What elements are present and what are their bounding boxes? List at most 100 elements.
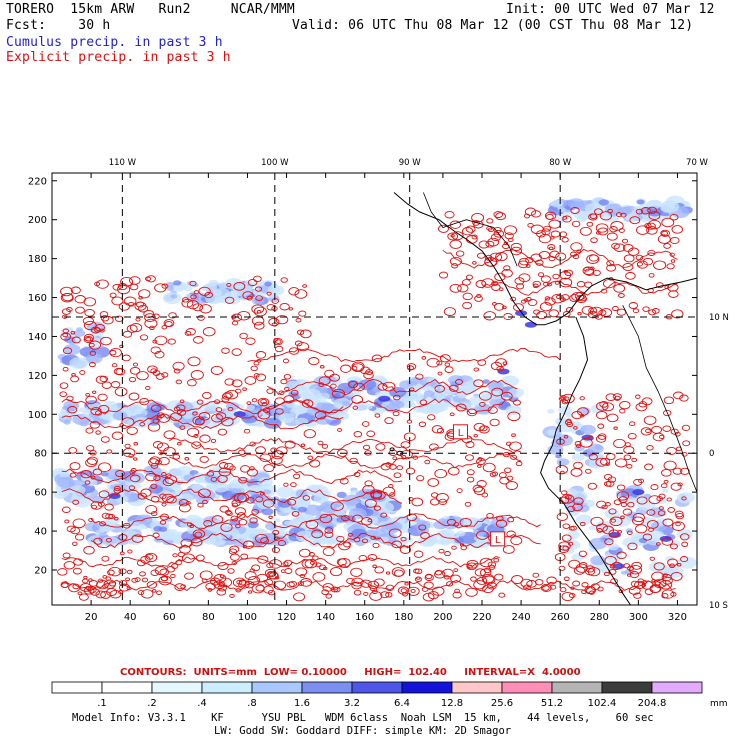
precip-cell (70, 493, 88, 505)
header-init-time: Init: 00 UTC Wed 07 Mar 12 (506, 2, 715, 17)
contour-ring (198, 286, 211, 296)
precip-cell (546, 429, 558, 436)
precip-cell (261, 507, 274, 516)
contour-ring (217, 428, 228, 436)
contour-ring (95, 430, 101, 435)
contour-ring (137, 492, 147, 500)
precip-cell (621, 496, 638, 507)
contour-ring (662, 518, 674, 527)
contour-ring (548, 309, 560, 318)
contour-ring (98, 404, 110, 414)
contour-ring (523, 213, 531, 219)
explicit-precip-contours (57, 206, 691, 602)
precip-cell (168, 468, 186, 480)
precip-cell (352, 403, 365, 412)
contour-ring (64, 519, 70, 524)
contour-ring (449, 412, 455, 417)
contour-ring (549, 250, 560, 259)
contour-ring (358, 554, 368, 562)
contour-ring (597, 423, 605, 429)
contour-ring (471, 212, 485, 223)
precip-cell (295, 489, 308, 498)
contour-ring (498, 592, 506, 598)
contour-ring (676, 563, 682, 567)
contour-ring (272, 529, 280, 536)
contour-ring (324, 527, 334, 534)
contour-ring (651, 571, 665, 582)
contour-ring (197, 488, 211, 498)
contour-ring (249, 517, 258, 524)
contour-ring (190, 537, 203, 547)
precip-cell (430, 403, 445, 413)
contour-ring (247, 590, 253, 594)
contour-ring (89, 449, 97, 456)
contour-ring (427, 414, 436, 421)
precip-cell (264, 281, 272, 287)
contour-ring (361, 421, 370, 427)
precip-shading (51, 195, 697, 579)
precip-cell (263, 417, 282, 429)
contour-ring (413, 550, 424, 558)
contour-ring (256, 309, 262, 314)
contour-ring (295, 567, 308, 577)
precip-cell (463, 517, 483, 530)
contour-ring (145, 472, 157, 482)
contour-ring (450, 574, 461, 583)
contour-ring (613, 438, 626, 449)
contour-ring (167, 338, 176, 345)
contour-ring (140, 589, 154, 599)
x-tick-label: 60 (163, 612, 176, 623)
colorbar-label: .8 (247, 698, 257, 709)
contour-ring (669, 236, 680, 245)
contour-ring (520, 299, 527, 304)
contour-ring (646, 222, 656, 230)
contour-ring (486, 582, 497, 590)
contour-ring (353, 382, 365, 392)
contour-ring (294, 289, 308, 299)
contour-ring (681, 541, 689, 547)
contour-ring (618, 228, 625, 233)
contour-ring (88, 342, 95, 348)
contour-ring (670, 428, 679, 435)
contour-ring (178, 499, 189, 507)
contour-ring (339, 477, 349, 485)
contour-ring (616, 491, 630, 501)
contour-ring (221, 347, 230, 354)
contour-ring (491, 283, 501, 291)
contour-ring (249, 441, 256, 447)
contour-ring (424, 574, 434, 581)
contour-ring (632, 308, 640, 314)
precip-cell (334, 502, 342, 508)
contour-ring (98, 462, 112, 473)
precip-cell (570, 200, 585, 210)
contour-ring (179, 425, 186, 430)
contour-ring (66, 525, 76, 533)
contour-ring (444, 366, 454, 373)
contour-ring (308, 552, 315, 557)
contour-line (169, 453, 522, 469)
contour-ring (115, 470, 125, 478)
contour-ring (444, 210, 455, 219)
contour-ring (489, 472, 497, 478)
precip-cell (580, 424, 596, 435)
contour-ring (196, 399, 204, 405)
contour-ring (561, 591, 574, 602)
contour-ring (107, 569, 115, 576)
lat-lon-grid (52, 173, 697, 605)
x-tick-label: 180 (394, 612, 413, 623)
contour-ring (472, 261, 477, 265)
contour-ring (218, 577, 233, 588)
contour-ring (640, 207, 651, 215)
contour-ring (575, 443, 582, 448)
contour-ring (301, 399, 314, 408)
contour-ring (502, 361, 508, 365)
contour-ring (144, 552, 158, 563)
x-tick-label: 100 (238, 612, 257, 623)
contour-ring (274, 345, 284, 353)
contour-ring (266, 388, 274, 394)
contour-ring (69, 472, 77, 478)
precip-core (659, 535, 672, 542)
precip-cell (205, 293, 223, 305)
contour-ring (247, 278, 258, 287)
precip-cell (626, 511, 638, 518)
